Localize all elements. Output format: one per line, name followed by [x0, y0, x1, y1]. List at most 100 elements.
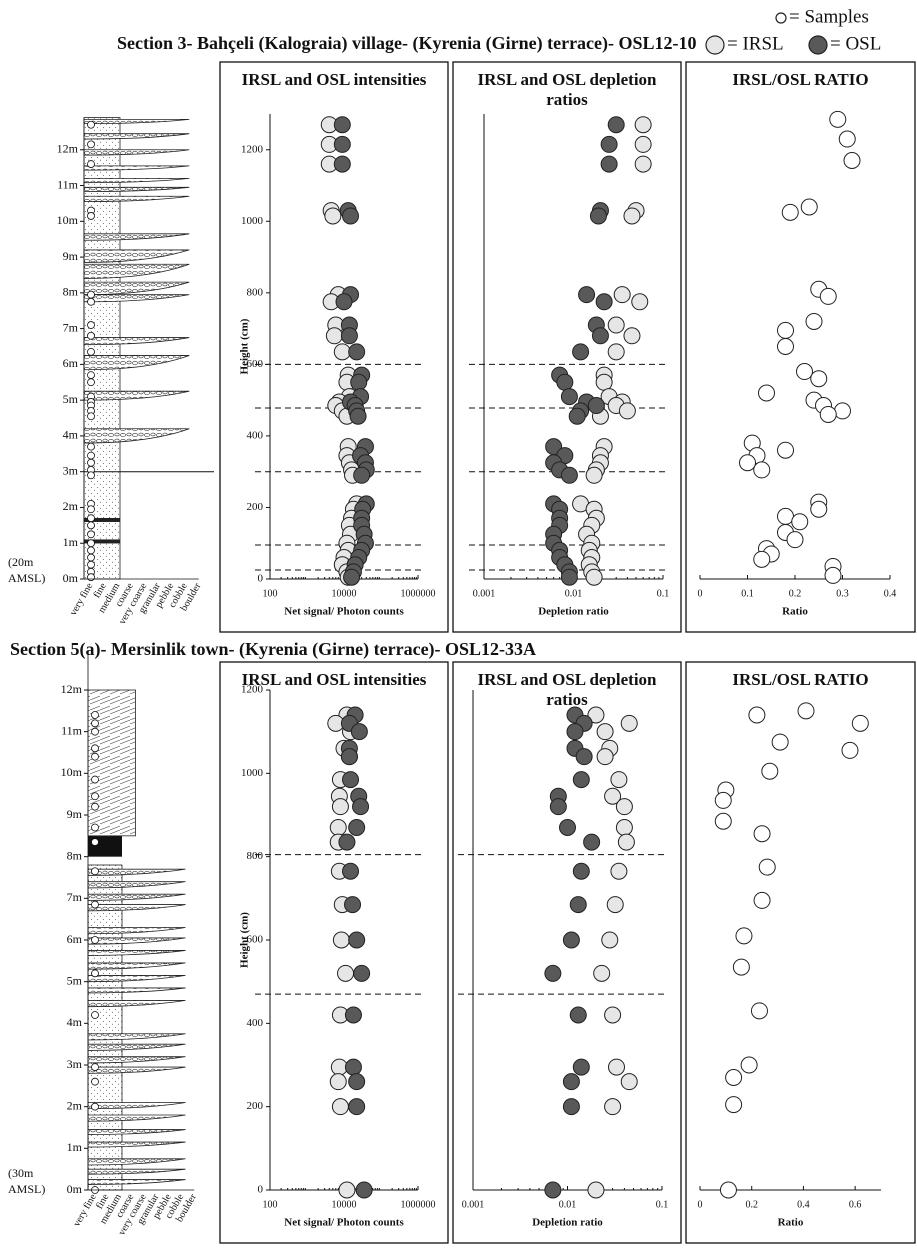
gravel-lens	[88, 1169, 186, 1174]
data-point	[762, 763, 778, 779]
data-point	[573, 344, 589, 360]
panel-title: IRSL/OSL RATIO	[691, 70, 910, 90]
data-point	[334, 344, 350, 360]
log-height-label: 6m	[63, 356, 79, 370]
section-title: Section 5(a)- Mersinlik town- (Kyrenia (…	[10, 639, 536, 660]
gravel-lens	[88, 1034, 186, 1040]
data-point	[741, 1057, 757, 1073]
x-tick-label: 0.2	[745, 1199, 758, 1210]
data-point	[592, 328, 608, 344]
data-point	[573, 772, 589, 788]
log-height-label: 12m	[61, 682, 83, 696]
gravel-lens	[88, 1142, 186, 1147]
log-sample	[92, 712, 99, 719]
log-height-label: 3m	[67, 1057, 83, 1071]
gravel-lens	[84, 295, 189, 302]
log-height-label: 9m	[63, 249, 79, 263]
data-point	[338, 965, 354, 981]
log-sample	[88, 141, 95, 148]
log-height-label: 8m	[63, 285, 79, 299]
data-point	[330, 820, 346, 836]
log-height-label: 0m	[67, 1182, 83, 1196]
data-point	[332, 1099, 348, 1115]
x-tick-label: 0	[698, 1199, 703, 1210]
y-tick-label: 800	[247, 850, 264, 862]
data-point	[570, 897, 586, 913]
gravel-lens	[84, 338, 189, 345]
data-point	[343, 772, 359, 788]
x-axis-label: Net signal/ Photon counts	[284, 606, 404, 618]
y-tick-label: 400	[247, 429, 264, 441]
data-point	[567, 724, 583, 740]
x-tick-label: 1000000	[401, 1199, 436, 1210]
datum-label: (30m	[8, 1166, 34, 1180]
data-point	[619, 403, 635, 419]
data-point	[563, 1099, 579, 1115]
gravel-lens	[84, 391, 189, 400]
gravel-lens	[88, 1057, 186, 1063]
log-sample	[92, 839, 99, 846]
log-height-label: 4m	[63, 428, 79, 442]
log-sample	[88, 212, 95, 219]
data-point	[586, 467, 602, 483]
data-point	[573, 1059, 589, 1075]
gravel-lens	[84, 134, 189, 139]
legend-marker	[776, 13, 786, 23]
x-tick-label: 0.01	[559, 1199, 577, 1210]
gravel-lens	[84, 119, 189, 123]
data-point	[586, 569, 602, 585]
log-sample	[92, 1012, 99, 1019]
log-sample	[88, 554, 95, 561]
log-height-label: 7m	[67, 890, 83, 904]
gravel-lens	[88, 882, 186, 888]
panel-title-box: IRSL/OSL RATIO	[691, 70, 910, 120]
y-tick-label: 1200	[241, 684, 264, 696]
log-sample	[88, 459, 95, 466]
log-sample	[92, 937, 99, 944]
log-sample	[92, 970, 99, 977]
data-point	[754, 892, 770, 908]
data-point	[754, 826, 770, 842]
x-tick-label: 0	[698, 588, 703, 599]
data-point	[754, 551, 770, 567]
data-point	[740, 455, 756, 471]
data-point	[563, 1074, 579, 1090]
data-point	[806, 313, 822, 329]
data-point	[608, 317, 624, 333]
log-sample	[92, 803, 99, 810]
log-sample	[92, 868, 99, 875]
log-sample	[88, 379, 95, 386]
panel-frame	[686, 62, 915, 632]
data-point	[811, 501, 827, 517]
log-sample	[88, 472, 95, 479]
data-point	[720, 1182, 736, 1198]
data-point	[825, 567, 841, 583]
data-point	[334, 117, 350, 133]
data-point	[635, 156, 651, 172]
data-point	[778, 508, 794, 524]
data-point	[354, 965, 370, 981]
log-height-label: 6m	[67, 932, 83, 946]
log-sample	[88, 522, 95, 529]
data-point	[787, 532, 803, 548]
data-point	[345, 1007, 361, 1023]
x-tick-label: 0.001	[462, 1199, 485, 1210]
data-point	[333, 932, 349, 948]
gravel-lens	[88, 1159, 186, 1165]
log-sample	[88, 332, 95, 339]
data-point	[852, 715, 868, 731]
data-point	[343, 208, 359, 224]
y-axis-label: Height (cm)	[239, 912, 251, 968]
log-sample	[88, 348, 95, 355]
log-height-label: 5m	[67, 973, 83, 987]
sand-bed	[88, 865, 122, 1190]
log-sample	[92, 824, 99, 831]
data-point	[339, 834, 355, 850]
data-point	[344, 569, 360, 585]
log-sample	[88, 531, 95, 538]
y-tick-label: 200	[247, 1100, 264, 1112]
data-point	[772, 734, 788, 750]
gravel-lens	[88, 1130, 186, 1135]
gravel-lens	[84, 429, 189, 443]
log-sample	[92, 753, 99, 760]
